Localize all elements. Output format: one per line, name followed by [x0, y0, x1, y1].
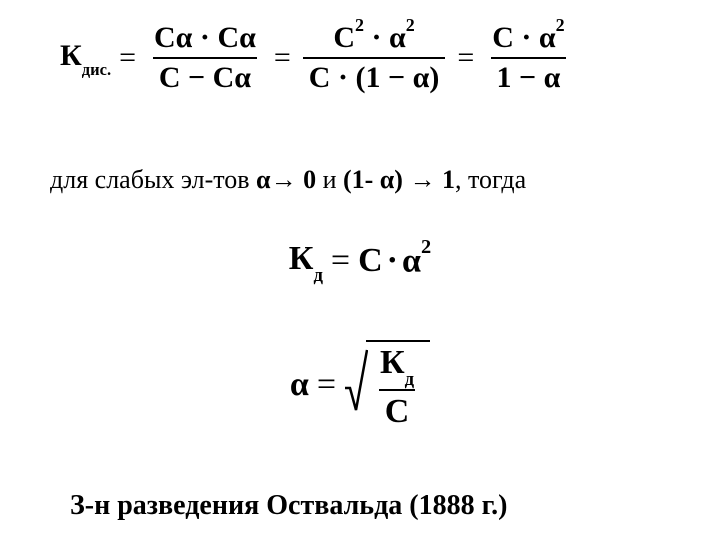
equation-kdis: Кдис. = Cα · Cα C − Cα = C2 · α2 C · (1 …	[60, 20, 575, 95]
fraction-sqrt: Кд C	[374, 344, 420, 431]
alpha-squared: α2	[402, 242, 431, 280]
equals-2: =	[274, 41, 291, 75]
fraction-2: C2 · α2 C · (1 − α)	[303, 20, 446, 95]
equals-5: =	[317, 366, 336, 404]
equation-alpha: α = Кд C	[0, 340, 720, 431]
k-symbol: Кдис.	[60, 39, 111, 77]
fraction-3: C · α2 1 − α	[486, 20, 570, 95]
dot-symbol: ·	[387, 242, 398, 280]
equals-1: =	[119, 41, 136, 75]
equals-4: =	[331, 242, 350, 280]
equation-kd: Кд = C · α2	[0, 240, 720, 283]
sqrt-icon	[344, 348, 368, 439]
text-pre: для слабых эл-тов	[50, 165, 256, 194]
caption-ostwald: З-н разведения Оствальда (1888 г.)	[70, 490, 507, 522]
alpha-symbol: α	[290, 366, 309, 404]
k-d: Кд	[289, 240, 323, 283]
fraction-1: Cα · Cα C − Cα	[148, 21, 262, 95]
square-root: Кд C	[344, 340, 430, 431]
c-symbol: C	[358, 242, 383, 280]
condition-text: для слабых эл-тов α→ 0 и (1- α) → 1, тог…	[50, 165, 526, 195]
equals-3: =	[457, 41, 474, 75]
